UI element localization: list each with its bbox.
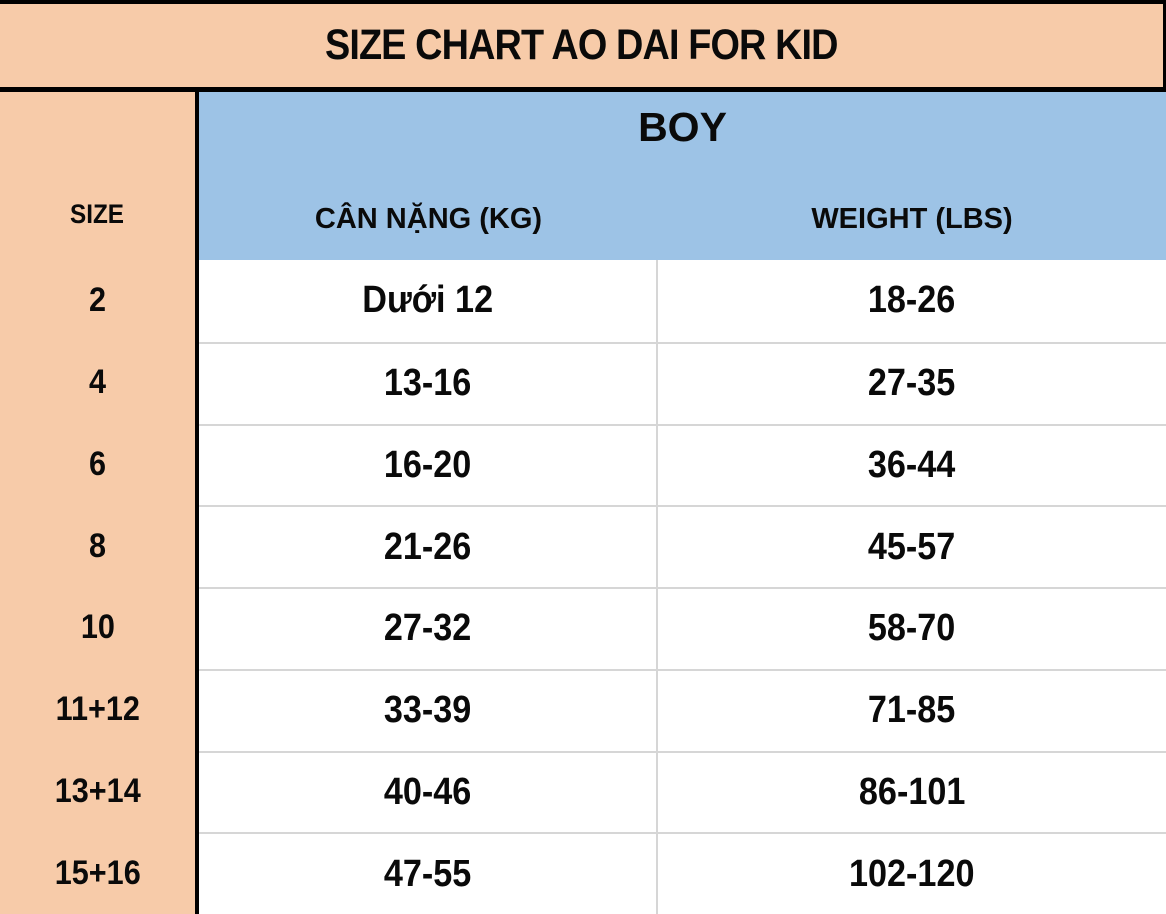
lbs-value: 58-70 bbox=[868, 607, 956, 650]
lbs-cell: 102-120 bbox=[658, 832, 1166, 914]
kg-cell: 33-39 bbox=[199, 668, 658, 751]
boy-section: BOY CÂN NẶNG (KG) WEIGHT (LBS) Dưới 12 1… bbox=[199, 92, 1166, 914]
size-value: 11+12 bbox=[55, 690, 140, 729]
lbs-value: 86-101 bbox=[858, 770, 966, 813]
size-value: 8 bbox=[88, 526, 107, 565]
size-cell: 8 bbox=[0, 505, 195, 587]
size-value: 15+16 bbox=[54, 853, 141, 892]
column-header-kg: CÂN NẶNG (KG) bbox=[314, 203, 543, 235]
size-cell: 2 bbox=[0, 260, 195, 342]
lbs-cell: 71-85 bbox=[658, 668, 1166, 751]
size-cell: 4 bbox=[0, 342, 195, 424]
table-row: 21-26 45-57 bbox=[199, 505, 1166, 587]
lbs-value: 45-57 bbox=[868, 525, 956, 568]
lbs-cell: 18-26 bbox=[658, 260, 1166, 342]
title-bar: SIZE CHART AO DAI FOR KID bbox=[0, 0, 1166, 92]
table-row: 33-39 71-85 bbox=[199, 668, 1166, 751]
data-rows: Dưới 12 18-26 13-16 27-35 16-20 36-44 21… bbox=[199, 260, 1166, 914]
lbs-value: 102-120 bbox=[849, 852, 975, 895]
size-value: 10 bbox=[80, 608, 115, 647]
size-column-header-label: SIZE bbox=[70, 199, 125, 229]
kg-value: 33-39 bbox=[383, 689, 472, 732]
size-cell: 11+12 bbox=[0, 669, 195, 751]
table-row: Dưới 12 18-26 bbox=[199, 260, 1166, 342]
size-value: 13+14 bbox=[54, 771, 141, 810]
kg-value: 47-55 bbox=[383, 852, 472, 895]
kg-cell: 16-20 bbox=[199, 423, 658, 506]
column-header-lbs: WEIGHT (LBS) bbox=[811, 203, 1013, 235]
table-row: 13-16 27-35 bbox=[199, 341, 1166, 424]
table-row: 16-20 36-44 bbox=[199, 423, 1166, 506]
vertical-divider bbox=[195, 92, 199, 914]
lbs-cell: 86-101 bbox=[658, 750, 1166, 833]
lbs-value: 27-35 bbox=[868, 362, 956, 405]
group-header: BOY CÂN NẶNG (KG) WEIGHT (LBS) bbox=[199, 92, 1166, 260]
kg-cell: 47-55 bbox=[199, 832, 658, 914]
page-title: SIZE CHART AO DAI FOR KID bbox=[325, 21, 839, 69]
lbs-cell: 58-70 bbox=[658, 587, 1166, 669]
size-column-header: SIZE bbox=[0, 92, 195, 260]
lbs-value: 18-26 bbox=[868, 279, 956, 322]
kg-value: 27-32 bbox=[383, 607, 472, 650]
kg-value: 13-16 bbox=[383, 362, 472, 405]
kg-cell: 27-32 bbox=[199, 587, 658, 669]
table-row: 27-32 58-70 bbox=[199, 587, 1166, 669]
table-row: 40-46 86-101 bbox=[199, 750, 1166, 833]
size-cells: 2 4 6 8 10 11+12 13+14 15+16 bbox=[0, 260, 195, 914]
table-row: 47-55 102-120 bbox=[199, 832, 1166, 914]
size-value: 4 bbox=[88, 363, 107, 402]
kg-value: 40-46 bbox=[383, 770, 472, 813]
kg-cell: 40-46 bbox=[199, 750, 658, 833]
lbs-value: 71-85 bbox=[868, 689, 956, 732]
size-value: 6 bbox=[88, 444, 107, 483]
size-cell: 13+14 bbox=[0, 751, 195, 833]
lbs-cell: 36-44 bbox=[658, 423, 1166, 506]
kg-cell: 21-26 bbox=[199, 505, 658, 587]
size-cell: 15+16 bbox=[0, 832, 195, 914]
size-column: SIZE 2 4 6 8 10 11+12 13+14 15+16 bbox=[0, 92, 195, 914]
kg-cell: 13-16 bbox=[199, 341, 658, 424]
size-value: 2 bbox=[88, 281, 107, 320]
lbs-cell: 45-57 bbox=[658, 505, 1166, 587]
size-cell: 6 bbox=[0, 424, 195, 506]
kg-cell: Dưới 12 bbox=[199, 260, 658, 342]
group-header-title: BOY bbox=[638, 104, 727, 150]
kg-value: 21-26 bbox=[383, 525, 472, 568]
column-headers: CÂN NẶNG (KG) WEIGHT (LBS) bbox=[199, 203, 1166, 236]
lbs-value: 36-44 bbox=[868, 443, 956, 486]
size-cell: 10 bbox=[0, 587, 195, 669]
lbs-cell: 27-35 bbox=[658, 341, 1166, 424]
kg-value: Dưới 12 bbox=[362, 279, 493, 322]
table-body: SIZE 2 4 6 8 10 11+12 13+14 15+16 BOY CÂ… bbox=[0, 92, 1166, 914]
kg-value: 16-20 bbox=[383, 443, 472, 486]
